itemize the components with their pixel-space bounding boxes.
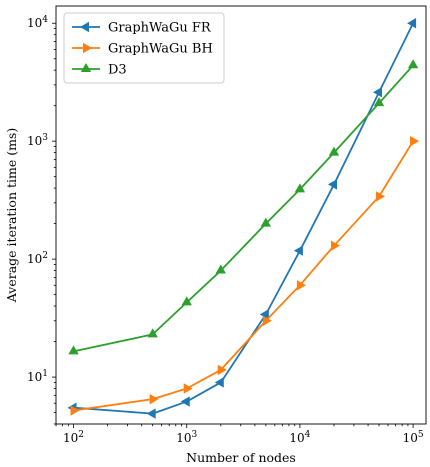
data-point [215,264,226,274]
y-tick-base: 10 [27,370,42,384]
data-point [376,191,386,202]
x-tick-base: 10 [403,431,418,445]
data-point [183,383,193,394]
data-point [260,217,272,227]
x-tick-base: 10 [176,431,191,445]
data-point [68,345,79,355]
legend-label: D3 [108,63,127,78]
x-tick-label: 102 [63,430,84,445]
x-axis-label: Number of nodes [186,450,296,465]
data-point [328,146,340,156]
legend-label: GraphWaGu BH [108,42,213,57]
data-point [259,309,269,320]
y-axis-label: Average iteration time (ms) [4,128,19,303]
x-tick-label: 104 [289,430,310,445]
data-point [296,280,306,291]
series-1 [70,135,420,416]
data-point [294,183,306,193]
y-tick-base: 10 [27,134,42,148]
data-point [330,240,340,251]
x-tick-exp: 5 [418,430,424,440]
data-point [407,18,417,29]
y-tick-base: 10 [27,16,42,30]
data-point [410,135,420,147]
y-tick-base: 10 [27,252,42,266]
legend-marker [80,63,92,72]
data-point [147,328,158,338]
data-point [373,87,383,98]
series-0 [67,18,417,419]
data-point [373,97,385,107]
x-tick-base: 10 [63,431,78,445]
y-tick-label: 103 [27,133,48,148]
legend-marker [83,42,92,54]
x-tick-exp: 3 [191,430,197,440]
series-line [73,140,414,412]
x-tick-label: 103 [176,430,197,445]
series-2 [68,59,419,355]
legend-entry: D3 [72,63,127,78]
data-point [146,408,156,419]
y-tick-exp: 2 [42,251,48,261]
legend-entry: GraphWaGu FR [72,21,212,36]
data-point [327,179,337,190]
y-tick-label: 102 [27,251,48,266]
y-tick-exp: 1 [42,369,48,379]
data-point [149,393,159,405]
y-tick-exp: 3 [42,133,48,143]
x-tick-exp: 4 [305,430,311,440]
plot-area [67,18,420,419]
x-tick-base: 10 [289,431,304,445]
y-tick-label: 101 [27,369,48,384]
series-line [73,64,414,353]
data-point [70,405,80,416]
y-tick-exp: 4 [42,15,48,25]
y-tick-label: 104 [27,15,48,30]
legend-label: GraphWaGu FR [108,21,212,36]
data-point [217,364,227,376]
legend-marker [80,21,89,33]
legend-box [63,12,225,84]
legend: GraphWaGu FR GraphWaGu BH D3 [63,12,225,84]
data-point [262,315,272,326]
data-point [407,59,419,69]
data-point [181,296,192,306]
x-tick-label: 105 [403,430,424,445]
data-point [293,245,303,256]
data-point [180,396,190,407]
legend-entry: GraphWaGu BH [72,42,213,57]
data-point [214,377,224,388]
x-tick-exp: 2 [78,430,84,440]
